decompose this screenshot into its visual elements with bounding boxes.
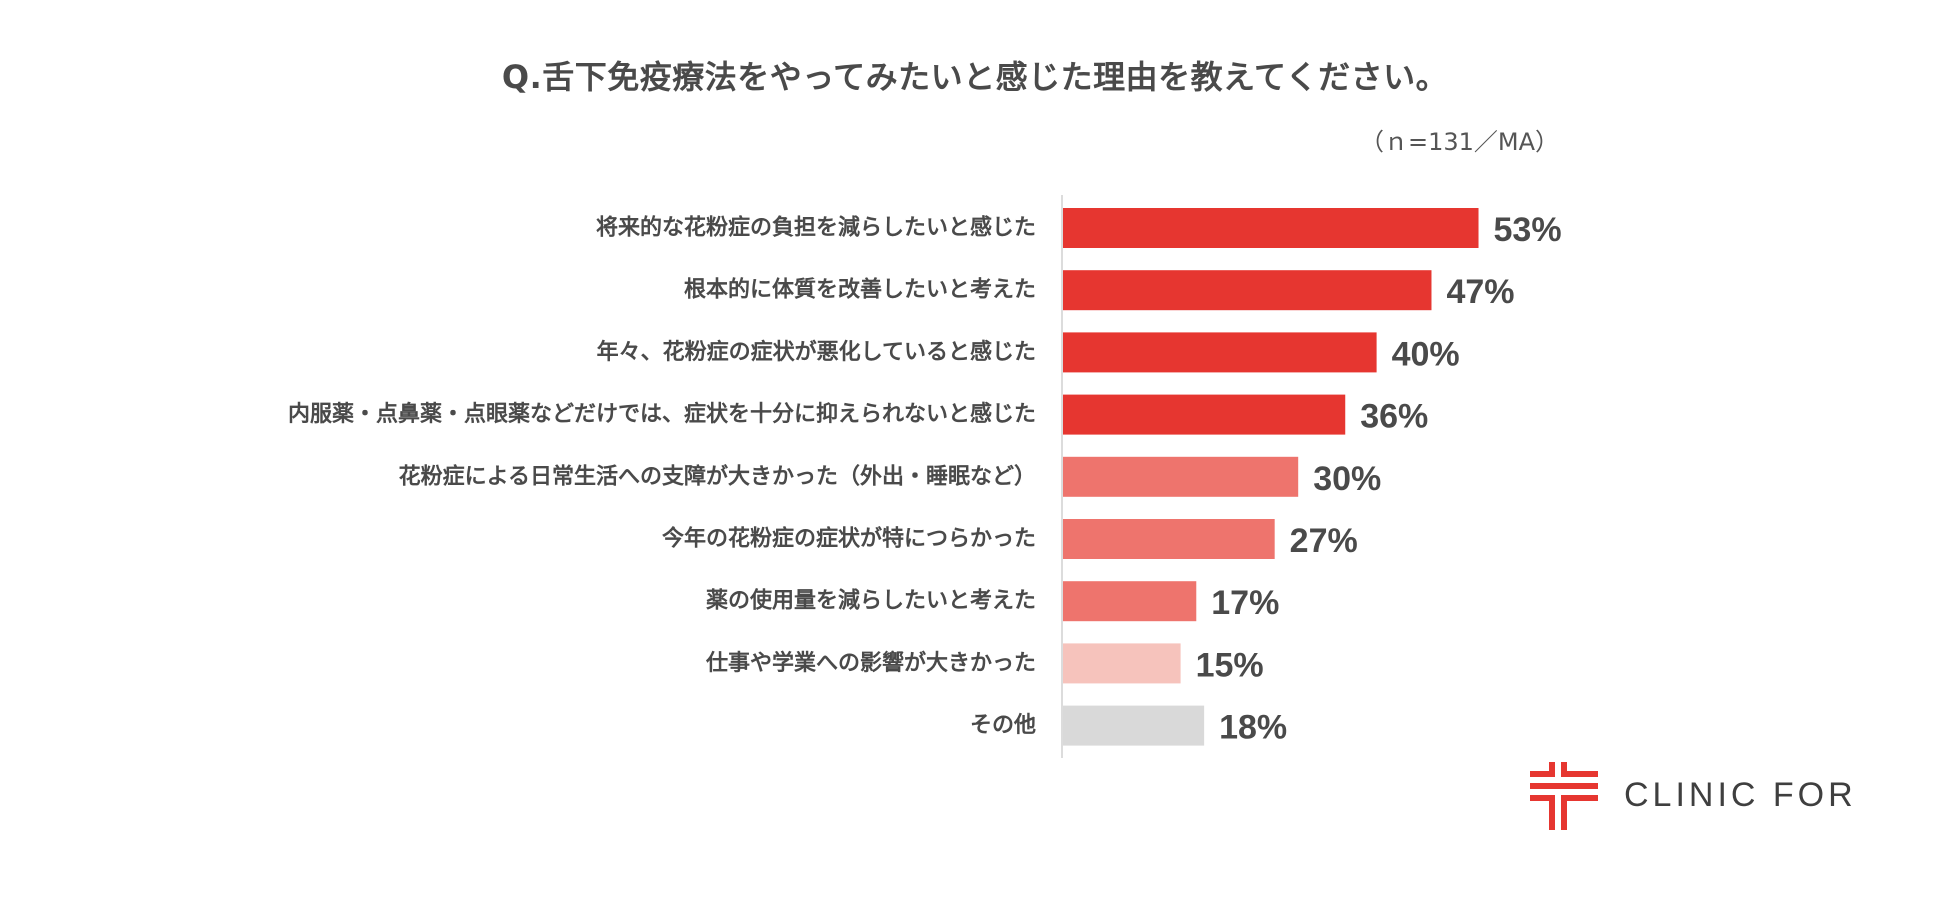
category-label: 内服薬・点鼻薬・点眼薬などだけでは、症状を十分に抑えられないと感じた [288, 401, 1036, 427]
value-label: 36% [1360, 398, 1428, 436]
category-labels: 将来的な花粉症の負担を減らしたいと感じた根本的に体質を改善したいと考えた年々、花… [288, 215, 1036, 739]
clinic-for-logo: CLINIC FOR [1528, 760, 1868, 832]
value-labels: 53% 47% 40% 36% 30% 27% 17% 15% 18% [1196, 211, 1562, 747]
chart-title: Q.舌下免疫療法をやってみたいと感じた理由を教えてください。 [501, 58, 1449, 96]
brand-name: CLINIC FOR [1624, 776, 1857, 814]
value-label: 30% [1313, 460, 1381, 498]
value-label: 17% [1211, 584, 1279, 622]
bars [1063, 208, 1479, 746]
bar [1063, 456, 1299, 497]
bar [1063, 270, 1432, 311]
category-label: 将来的な花粉症の負担を減らしたいと感じた [596, 215, 1036, 241]
bar [1063, 394, 1346, 435]
value-label: 53% [1494, 211, 1562, 249]
category-label: 薬の使用量を減らしたいと考えた [706, 589, 1036, 614]
bar [1063, 332, 1377, 373]
value-label: 47% [1446, 273, 1514, 311]
bar [1063, 643, 1181, 684]
category-label: その他 [970, 713, 1036, 738]
category-label: 仕事や学業への影響が大きかった [705, 650, 1036, 676]
bar [1063, 581, 1197, 622]
bar [1063, 705, 1205, 746]
clinic-cross-icon [1530, 762, 1598, 830]
category-label: 根本的に体質を改善したいと考えた [684, 277, 1036, 303]
value-label: 40% [1392, 335, 1460, 373]
category-label: 花粉症による日常生活への支障が大きかった（外出・睡眠など） [399, 463, 1036, 489]
value-label: 27% [1290, 522, 1358, 560]
bar [1063, 208, 1479, 248]
category-label: 年々、花粉症の症状が悪化していると感じた [597, 339, 1036, 365]
value-label: 15% [1196, 646, 1264, 684]
category-label: 今年の花粉症の症状が特につらかった [662, 526, 1036, 552]
chart-subtitle: （ｎ=131／MA） [1360, 128, 1560, 156]
bar [1063, 519, 1275, 559]
value-label: 18% [1219, 709, 1287, 747]
